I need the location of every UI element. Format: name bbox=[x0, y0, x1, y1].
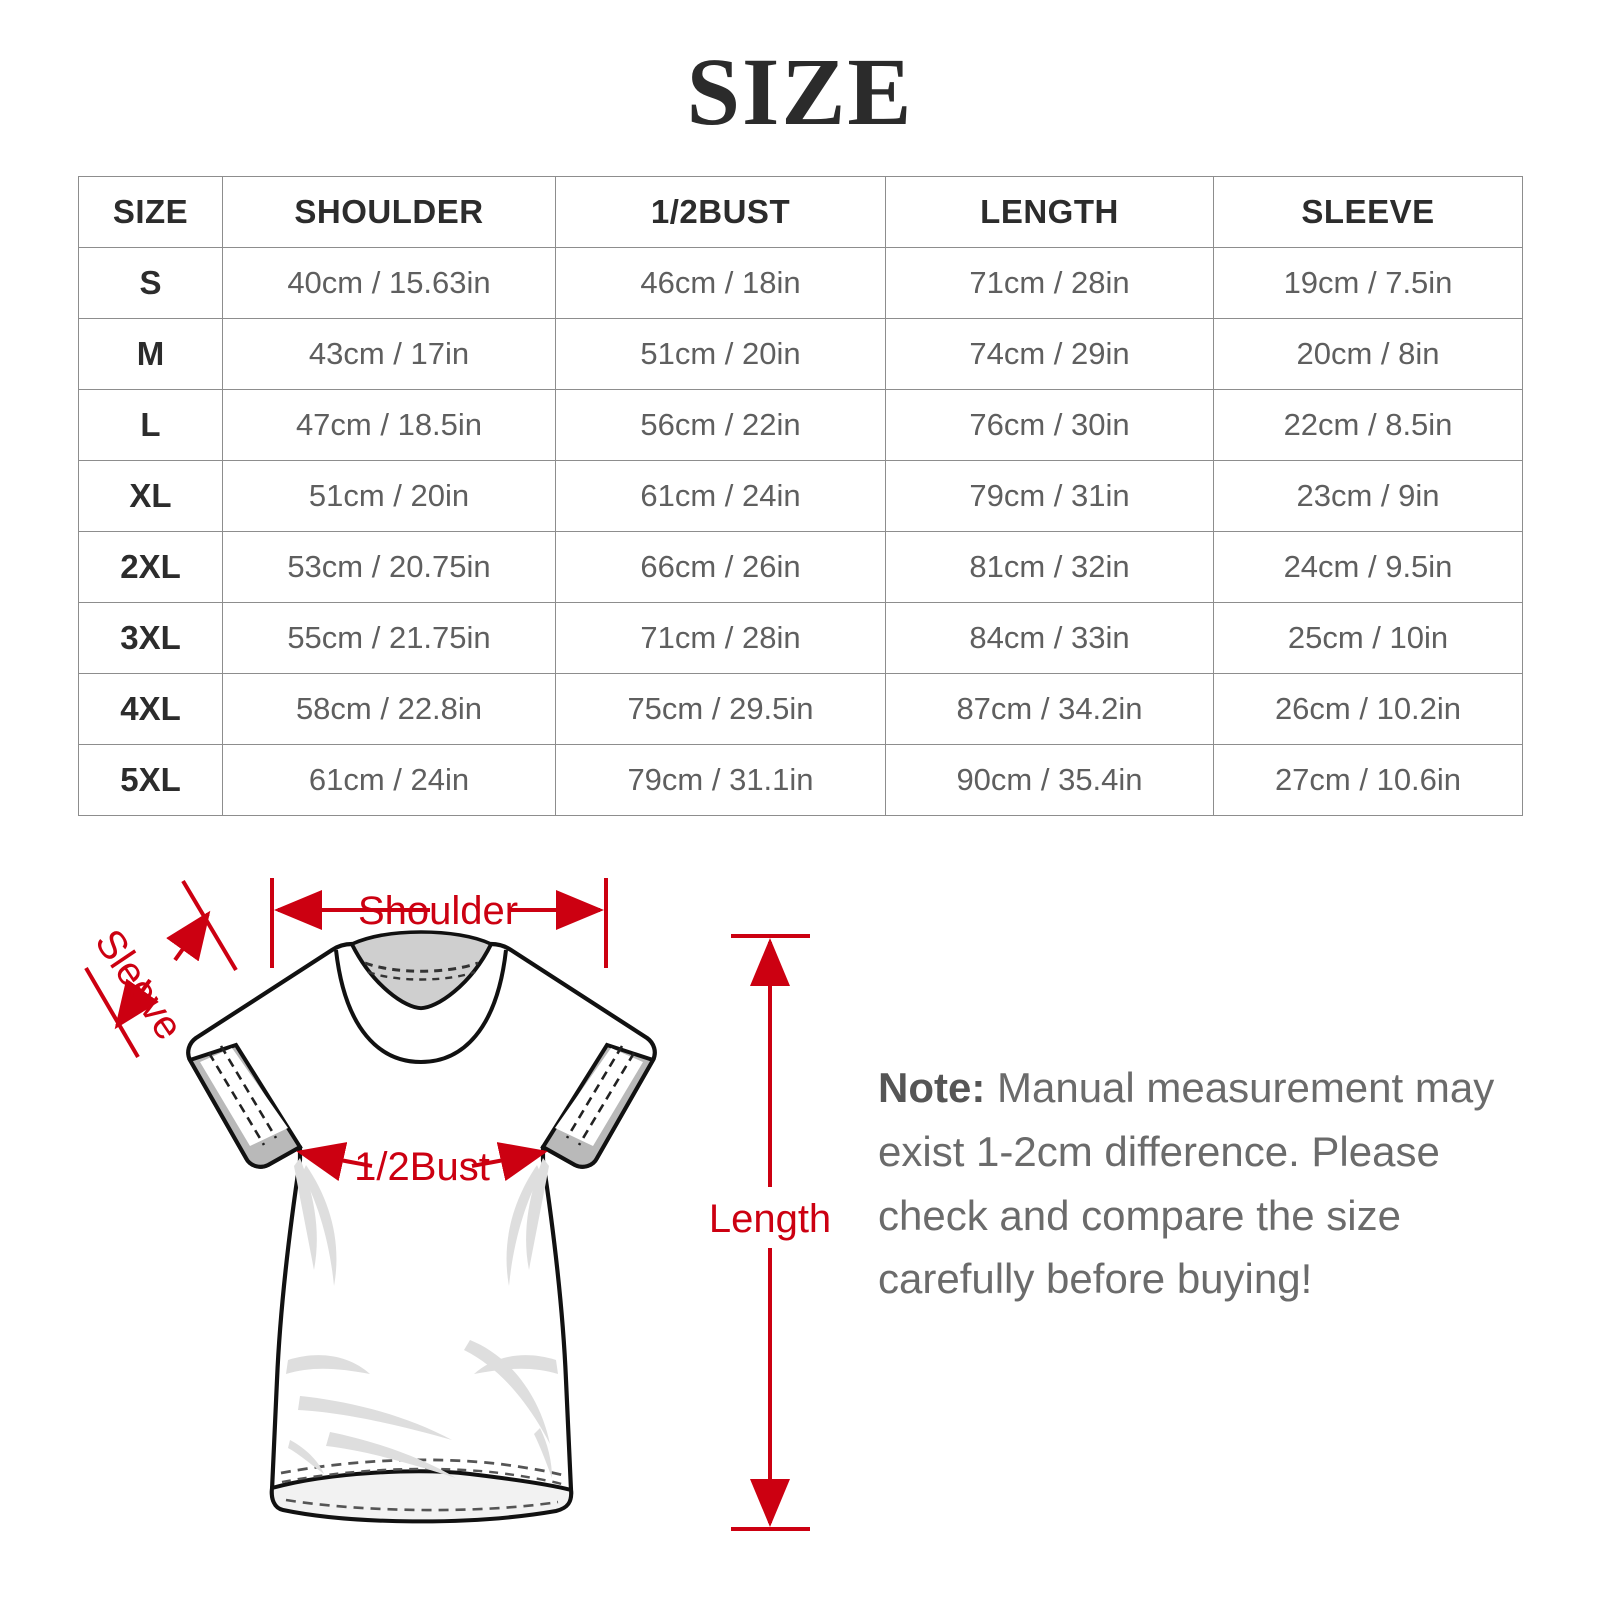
tshirt-collar-stitching-2 bbox=[367, 970, 476, 981]
tshirt-hem-stitching-upper bbox=[280, 1458, 567, 1478]
shoulder-dimension: Shoulder bbox=[270, 878, 608, 968]
cell-length: 71cm / 28in bbox=[885, 247, 1214, 319]
tshirt-collar-band bbox=[334, 949, 508, 1065]
cell-size: 5XL bbox=[78, 744, 223, 816]
cell-size: 2XL bbox=[78, 531, 223, 603]
sleeve-tick-upper bbox=[181, 879, 238, 972]
length-dimension: Length bbox=[709, 934, 831, 1531]
table-row: 2XL 53cm / 20.75in 66cm / 26in 81cm / 32… bbox=[78, 531, 1523, 603]
cell-shoulder: 61cm / 24in bbox=[222, 744, 556, 816]
cell-bust: 46cm / 18in bbox=[555, 247, 886, 319]
table-row: S 40cm / 15.63in 46cm / 18in 71cm / 28in… bbox=[78, 247, 1523, 319]
cell-size: S bbox=[78, 247, 223, 319]
cell-size: 4XL bbox=[78, 673, 223, 745]
column-header-shoulder: SHOULDER bbox=[222, 176, 556, 248]
cell-length: 76cm / 30in bbox=[885, 389, 1214, 461]
column-header-sleeve: SLEEVE bbox=[1213, 176, 1523, 248]
cell-sleeve: 27cm / 10.6in bbox=[1213, 744, 1523, 816]
tshirt-left-cuff-stitching-2 bbox=[219, 1045, 278, 1139]
sleeve-dimension: Sleeve bbox=[84, 879, 238, 1059]
note-label: Note: bbox=[878, 1064, 986, 1111]
tshirt-left-cuff-stitching bbox=[207, 1052, 266, 1146]
measurement-diagram: Shoulder Sleeve 1/2Bust Length bbox=[0, 840, 1600, 1600]
cell-bust: 66cm / 26in bbox=[555, 531, 886, 603]
page-title: SIZE bbox=[686, 38, 914, 145]
table-row: XL 51cm / 20in 61cm / 24in 79cm / 31in 2… bbox=[78, 460, 1523, 532]
cell-size: M bbox=[78, 318, 223, 390]
cell-length: 74cm / 29in bbox=[885, 318, 1214, 390]
tshirt-illustration bbox=[186, 930, 657, 1524]
measurement-note: Note: Manual measurement may exist 1-2cm… bbox=[878, 1056, 1518, 1311]
tshirt-right-cuff-stitching-2 bbox=[565, 1045, 624, 1139]
sleeve-label: Sleeve bbox=[86, 922, 191, 1048]
cell-length: 90cm / 35.4in bbox=[885, 744, 1214, 816]
cell-size: XL bbox=[78, 460, 223, 532]
tshirt-collar-stitching bbox=[364, 961, 479, 973]
cell-bust: 61cm / 24in bbox=[555, 460, 886, 532]
cell-shoulder: 40cm / 15.63in bbox=[222, 247, 556, 319]
column-header-size: SIZE bbox=[78, 176, 223, 248]
tshirt-hem-stitching-lower bbox=[285, 1498, 559, 1512]
length-label: Length bbox=[709, 1197, 831, 1241]
cell-shoulder: 53cm / 20.75in bbox=[222, 531, 556, 603]
size-chart-table: SIZE SHOULDER 1/2BUST LENGTH SLEEVE S 40… bbox=[78, 176, 1523, 816]
cell-sleeve: 22cm / 8.5in bbox=[1213, 389, 1523, 461]
shoulder-label: Shoulder bbox=[358, 889, 518, 933]
cell-sleeve: 24cm / 9.5in bbox=[1213, 531, 1523, 603]
cell-sleeve: 20cm / 8in bbox=[1213, 318, 1523, 390]
cell-size: L bbox=[78, 389, 223, 461]
cell-length: 79cm / 31in bbox=[885, 460, 1214, 532]
half-bust-dimension: 1/2Bust bbox=[296, 1142, 548, 1189]
tshirt-hem-stitching-upper2 bbox=[281, 1467, 566, 1487]
note-text: Manual measurement may exist 1-2cm diffe… bbox=[878, 1064, 1495, 1303]
cell-shoulder: 47cm / 18.5in bbox=[222, 389, 556, 461]
cell-shoulder: 55cm / 21.75in bbox=[222, 602, 556, 674]
cell-bust: 79cm / 31.1in bbox=[555, 744, 886, 816]
table-row: L 47cm / 18.5in 56cm / 22in 76cm / 30in … bbox=[78, 389, 1523, 461]
tshirt-body-outline bbox=[186, 941, 657, 1521]
cell-bust: 51cm / 20in bbox=[555, 318, 886, 390]
cell-shoulder: 51cm / 20in bbox=[222, 460, 556, 532]
column-header-bust: 1/2BUST bbox=[555, 176, 886, 248]
half-bust-label: 1/2Bust bbox=[354, 1145, 490, 1189]
cell-sleeve: 19cm / 7.5in bbox=[1213, 247, 1523, 319]
table-row: 5XL 61cm / 24in 79cm / 31.1in 90cm / 35.… bbox=[78, 744, 1523, 816]
cell-shoulder: 58cm / 22.8in bbox=[222, 673, 556, 745]
sleeve-arrow-upper bbox=[166, 910, 211, 962]
tshirt-right-cuff-stitching bbox=[577, 1052, 636, 1146]
cell-sleeve: 23cm / 9in bbox=[1213, 460, 1523, 532]
sleeve-arrow-lower bbox=[114, 978, 159, 1030]
table-row: 3XL 55cm / 21.75in 71cm / 28in 84cm / 33… bbox=[78, 602, 1523, 674]
cell-bust: 56cm / 22in bbox=[555, 389, 886, 461]
cell-bust: 75cm / 29.5in bbox=[555, 673, 886, 745]
sleeve-tick-lower bbox=[84, 966, 140, 1059]
table-header-row: SIZE SHOULDER 1/2BUST LENGTH SLEEVE bbox=[78, 176, 1523, 248]
cell-size: 3XL bbox=[78, 602, 223, 674]
half-bust-arrow-right bbox=[471, 1142, 548, 1182]
column-header-length: LENGTH bbox=[885, 176, 1214, 248]
cell-sleeve: 25cm / 10in bbox=[1213, 602, 1523, 674]
cell-sleeve: 26cm / 10.2in bbox=[1213, 673, 1523, 745]
cell-length: 84cm / 33in bbox=[885, 602, 1214, 674]
cell-length: 87cm / 34.2in bbox=[885, 673, 1214, 745]
size-chart-table-container: SIZE SHOULDER 1/2BUST LENGTH SLEEVE S 40… bbox=[78, 176, 1523, 816]
cell-length: 81cm / 32in bbox=[885, 531, 1214, 603]
cell-shoulder: 43cm / 17in bbox=[222, 318, 556, 390]
half-bust-arrow-left bbox=[296, 1142, 373, 1182]
table-row: 4XL 58cm / 22.8in 75cm / 29.5in 87cm / 3… bbox=[78, 673, 1523, 745]
table-row: M 43cm / 17in 51cm / 20in 74cm / 29in 20… bbox=[78, 318, 1523, 390]
cell-bust: 71cm / 28in bbox=[555, 602, 886, 674]
